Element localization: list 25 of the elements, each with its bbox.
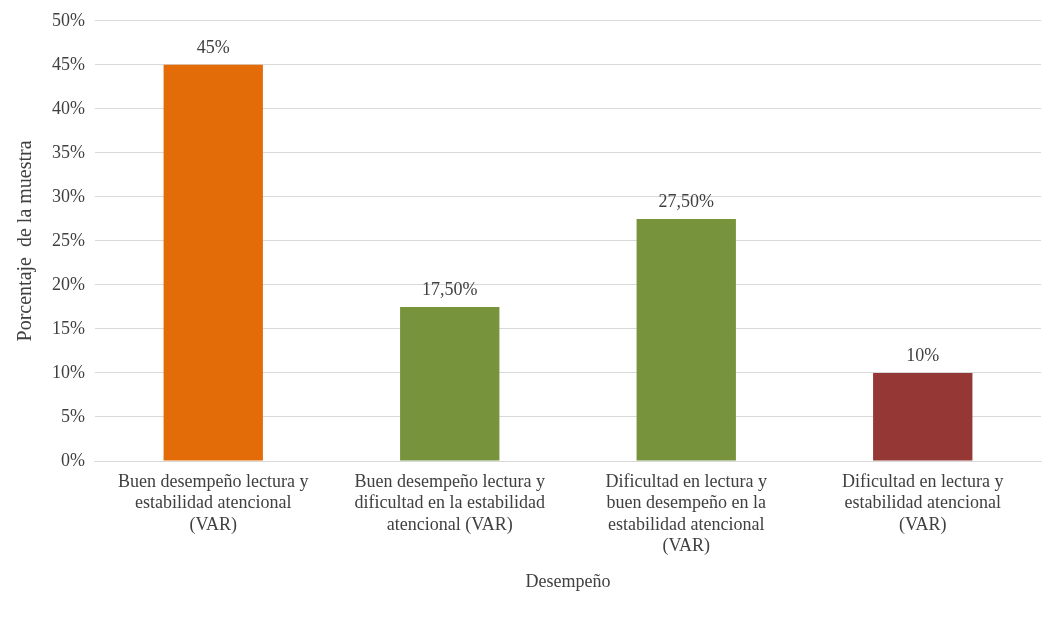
bar	[873, 372, 973, 461]
y-tick-label: 15%	[51, 317, 85, 338]
x-tick-label: Buen desempeño lectura y dificultad en la estabilidad atencional (VAR)	[354, 470, 545, 535]
y-tick-label: 30%	[51, 185, 85, 206]
y-tick-label: 35%	[51, 141, 85, 162]
data-label: 10%	[906, 344, 940, 365]
x-axis-title: Desempeño	[525, 570, 611, 591]
x-tick-label: Buen desempeño lectura y estabilidad atencional (VAR)	[118, 470, 309, 535]
y-tick-label: 10%	[51, 361, 85, 382]
bar	[400, 306, 500, 461]
y-tick-label: 20%	[51, 273, 85, 294]
y-tick-label: 45%	[51, 53, 85, 74]
x-tick-label: Dificultad en lectura y buen desempeño en la estabilidad atencional (VAR)	[605, 470, 767, 557]
y-tick-label: 5%	[60, 405, 85, 426]
bar	[163, 64, 263, 461]
y-tick-label: 0%	[60, 449, 85, 470]
data-label: 27,50%	[658, 190, 714, 211]
y-tick-label: 40%	[51, 97, 85, 118]
bar	[636, 218, 736, 461]
x-tick-label: Dificultad en lectura y estabilidad atencional (VAR)	[842, 470, 1004, 535]
y-axis-title: Porcentaje de la muestra	[13, 140, 37, 342]
y-tick-label: 50%	[51, 9, 85, 30]
y-tick-label: 25%	[51, 229, 85, 250]
data-label: 45%	[196, 36, 230, 57]
data-label: 17,50%	[422, 278, 478, 299]
